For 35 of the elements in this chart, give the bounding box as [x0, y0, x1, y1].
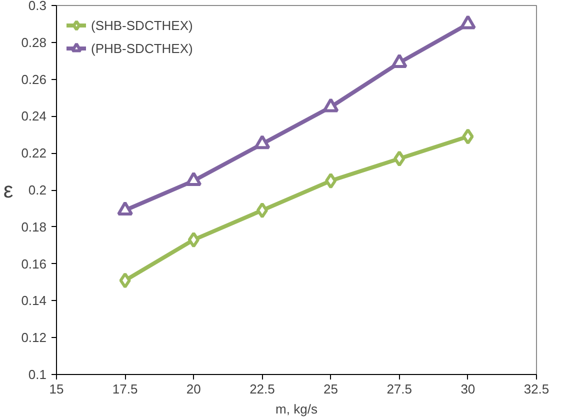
x-tick-label: 17.5 [112, 382, 138, 396]
point [391, 54, 408, 68]
point [324, 172, 337, 189]
point [322, 98, 339, 112]
x-tick-label: 30 [460, 382, 476, 396]
point [119, 272, 131, 288]
point [460, 14, 476, 30]
x-tick-label: 27.5 [386, 382, 412, 396]
x-tick-label: 22.5 [250, 382, 275, 396]
x-tick-label: 32.5 [524, 382, 550, 396]
y-tick-label: 0.18 [21, 219, 47, 234]
y-axis-title: ε [3, 178, 14, 202]
x-axis-title: m, kg/s [276, 402, 318, 416]
point [254, 134, 270, 150]
y-tick-label: 0.12 [21, 330, 47, 346]
point [394, 150, 406, 167]
point [462, 128, 474, 144]
legend-label: (PHB-SDCTHEX) [91, 40, 193, 56]
point [117, 201, 134, 216]
x-tick-label: 20 [186, 382, 201, 396]
point [256, 202, 268, 218]
x-tick-label: 25 [324, 382, 338, 396]
legend-label: (SHB-SDCTHEX) [91, 18, 193, 32]
y-tick-label: 0.26 [21, 72, 47, 87]
y-tick-label: 0.2 [28, 182, 47, 198]
y-tick-label: 0.16 [21, 256, 47, 272]
y-tick-label: 0.24 [21, 108, 47, 124]
y-tick-label: 0.1 [28, 367, 47, 382]
y-tick-label: 0.22 [21, 146, 47, 161]
point [186, 172, 202, 186]
y-tick-label: 0.28 [21, 34, 47, 50]
point [188, 232, 200, 248]
y-tick-label: 0.14 [21, 293, 47, 308]
x-tick-label: 15 [49, 382, 64, 396]
y-tick-label: 0.3 [28, 0, 47, 13]
